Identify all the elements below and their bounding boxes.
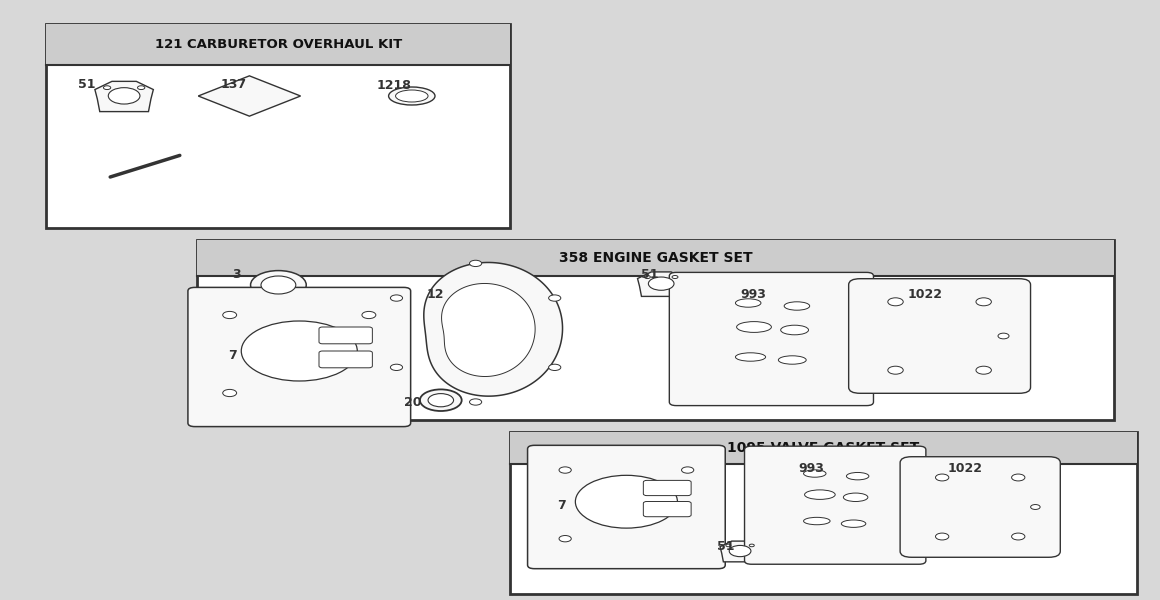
Ellipse shape <box>396 90 428 102</box>
Ellipse shape <box>559 467 571 473</box>
Bar <box>510 432 1137 464</box>
Ellipse shape <box>735 299 761 307</box>
Ellipse shape <box>1012 533 1025 540</box>
Ellipse shape <box>549 364 560 371</box>
Ellipse shape <box>389 87 435 105</box>
Ellipse shape <box>362 311 376 319</box>
Ellipse shape <box>805 490 835 499</box>
Ellipse shape <box>887 298 904 306</box>
Ellipse shape <box>428 394 454 407</box>
FancyBboxPatch shape <box>188 287 411 427</box>
Ellipse shape <box>935 474 949 481</box>
Text: 137: 137 <box>220 77 247 91</box>
Ellipse shape <box>261 276 296 294</box>
Ellipse shape <box>549 295 560 301</box>
Ellipse shape <box>998 333 1009 339</box>
Polygon shape <box>198 76 300 116</box>
Ellipse shape <box>976 298 992 306</box>
FancyBboxPatch shape <box>528 445 725 569</box>
Ellipse shape <box>470 399 481 405</box>
Bar <box>46 24 510 228</box>
Ellipse shape <box>887 366 904 374</box>
Text: 1095 VALVE GASKET SET: 1095 VALVE GASKET SET <box>727 441 920 455</box>
Ellipse shape <box>730 545 751 557</box>
Ellipse shape <box>648 277 674 290</box>
FancyBboxPatch shape <box>669 272 873 406</box>
Ellipse shape <box>726 544 731 547</box>
Ellipse shape <box>672 275 677 278</box>
Ellipse shape <box>1030 505 1041 509</box>
Ellipse shape <box>976 366 992 374</box>
Text: 1218: 1218 <box>377 79 412 92</box>
Text: 12: 12 <box>427 287 444 301</box>
Ellipse shape <box>804 517 831 525</box>
Text: 51: 51 <box>641 268 659 281</box>
Ellipse shape <box>749 544 754 547</box>
Bar <box>197 240 1114 276</box>
FancyBboxPatch shape <box>644 481 691 496</box>
Ellipse shape <box>251 271 306 299</box>
FancyBboxPatch shape <box>644 502 691 517</box>
Ellipse shape <box>1012 474 1025 481</box>
FancyBboxPatch shape <box>849 278 1030 394</box>
Ellipse shape <box>391 295 403 301</box>
Text: 1022: 1022 <box>907 287 942 301</box>
FancyBboxPatch shape <box>319 327 372 344</box>
Text: 3: 3 <box>232 268 240 281</box>
Text: 20: 20 <box>404 395 421 409</box>
Bar <box>46 24 510 65</box>
Ellipse shape <box>223 389 237 397</box>
Ellipse shape <box>778 356 806 364</box>
Ellipse shape <box>935 533 949 540</box>
Ellipse shape <box>391 364 403 371</box>
Polygon shape <box>95 82 153 112</box>
Polygon shape <box>423 262 563 396</box>
Ellipse shape <box>470 260 481 266</box>
Text: 358 ENGINE GASKET SET: 358 ENGINE GASKET SET <box>559 251 752 265</box>
Text: 993: 993 <box>798 461 824 475</box>
Ellipse shape <box>737 322 771 332</box>
Ellipse shape <box>645 275 651 278</box>
Ellipse shape <box>784 302 810 310</box>
Text: 51: 51 <box>78 77 95 91</box>
Polygon shape <box>720 541 760 562</box>
Ellipse shape <box>223 311 237 319</box>
Ellipse shape <box>841 520 865 527</box>
Polygon shape <box>638 272 684 296</box>
Text: 121 CARBURETOR OVERHAUL KIT: 121 CARBURETOR OVERHAUL KIT <box>154 38 403 51</box>
Ellipse shape <box>103 86 110 89</box>
Text: 993: 993 <box>740 287 766 301</box>
Text: 51: 51 <box>717 539 734 553</box>
Ellipse shape <box>781 325 809 335</box>
Ellipse shape <box>138 86 145 89</box>
FancyBboxPatch shape <box>745 446 926 564</box>
Ellipse shape <box>241 321 357 381</box>
Ellipse shape <box>847 472 869 480</box>
Text: 7: 7 <box>229 349 238 362</box>
Ellipse shape <box>575 475 677 528</box>
Ellipse shape <box>682 467 694 473</box>
Ellipse shape <box>108 88 140 104</box>
Ellipse shape <box>559 536 571 542</box>
Ellipse shape <box>420 389 462 411</box>
Bar <box>510 432 1137 594</box>
Text: 1022: 1022 <box>948 461 983 475</box>
Ellipse shape <box>804 470 826 477</box>
Polygon shape <box>442 283 535 377</box>
FancyBboxPatch shape <box>900 457 1060 557</box>
Text: 7: 7 <box>557 499 566 512</box>
Ellipse shape <box>843 493 868 502</box>
FancyBboxPatch shape <box>319 351 372 368</box>
Bar <box>197 240 1114 420</box>
Ellipse shape <box>735 353 766 361</box>
